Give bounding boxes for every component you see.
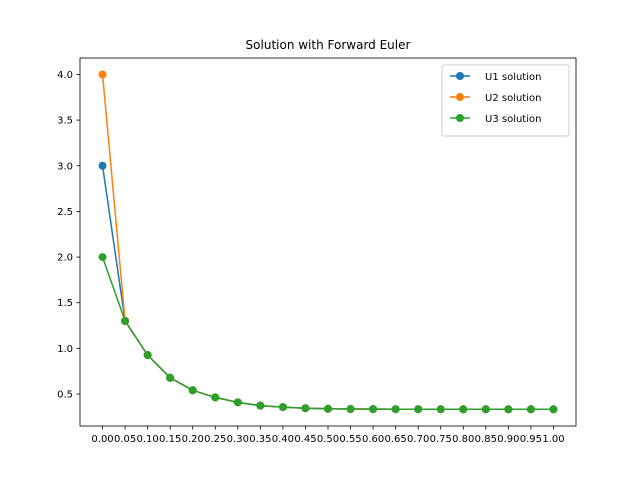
- legend-label: U1 solution: [485, 72, 541, 83]
- x-tick-label: 0.90: [497, 434, 519, 445]
- x-tick-label: 0.15: [159, 434, 181, 445]
- data-point: [391, 405, 400, 414]
- legend: U1 solution U2 solution U3 solution: [441, 64, 570, 137]
- data-point: [256, 401, 265, 410]
- x-tick-label: 0.35: [249, 434, 271, 445]
- y-tick-label: 4.0: [57, 70, 73, 81]
- y-tick-label: 2.0: [57, 253, 73, 264]
- x-tick-label: 0.05: [114, 434, 136, 445]
- axes: 0.00 0.05 0.10 0.15 0.20 0.25 0.30 0.35 0.40 0.45…: [57, 57, 577, 445]
- x-tick-label: 0.85: [475, 434, 497, 445]
- data-point: [98, 253, 107, 262]
- y-tick-label: 2.5: [57, 207, 73, 218]
- plot-area: [98, 70, 558, 414]
- x-tick-label: 0.75: [430, 434, 452, 445]
- x-tick-label: 0.55: [339, 434, 361, 445]
- x-tick-label: 0.10: [137, 434, 159, 445]
- data-point: [278, 403, 287, 412]
- x-tick-label: 0.40: [272, 434, 294, 445]
- data-point: [504, 405, 513, 414]
- x-tick-label: 0.00: [91, 434, 113, 445]
- data-point: [98, 70, 107, 79]
- chart-title: Solution with Forward Euler: [246, 38, 411, 52]
- data-point: [459, 405, 468, 414]
- data-point: [121, 316, 130, 325]
- data-point: [526, 405, 535, 414]
- y-axis-ticks: 0.5 1.0 1.5 2.0 2.5 3.0 3.5 4.0: [57, 70, 80, 401]
- data-point: [414, 405, 423, 414]
- y-tick-label: 1.5: [57, 298, 73, 309]
- data-point: [369, 405, 378, 414]
- data-point: [549, 405, 558, 414]
- data-point: [98, 161, 107, 170]
- legend-label: U2 solution: [485, 93, 541, 104]
- y-tick-label: 3.5: [57, 116, 73, 127]
- x-tick-label: 0.70: [407, 434, 429, 445]
- series-3: [98, 253, 558, 414]
- y-tick-label: 3.0: [57, 161, 73, 172]
- data-point: [188, 386, 197, 395]
- x-tick-label: 0.45: [294, 434, 316, 445]
- x-tick-label: 0.30: [227, 434, 249, 445]
- legend-entry: U1 solution: [450, 72, 541, 83]
- data-point: [301, 404, 310, 413]
- legend-label: U3 solution: [485, 114, 541, 125]
- data-point: [346, 405, 355, 414]
- data-point: [166, 373, 175, 382]
- x-tick-label: 0.95: [520, 434, 542, 445]
- x-tick-label: 0.65: [385, 434, 407, 445]
- y-tick-label: 1.0: [57, 344, 73, 355]
- data-point: [436, 405, 445, 414]
- data-point: [481, 405, 490, 414]
- x-tick-label: 0.20: [182, 434, 204, 445]
- data-point: [324, 404, 332, 413]
- x-tick-label: 0.80: [452, 434, 474, 445]
- data-point: [143, 351, 152, 360]
- x-tick-label: 0.50: [317, 434, 339, 445]
- legend-entry: U2 solution: [450, 93, 541, 104]
- x-tick-label: 0.60: [362, 434, 384, 445]
- data-point: [211, 393, 220, 402]
- data-point: [233, 398, 242, 407]
- legend-marker: [456, 72, 464, 80]
- legend-entry: U3 solution: [450, 114, 541, 125]
- legend-marker: [456, 93, 464, 101]
- x-tick-label: 0.25: [204, 434, 226, 445]
- legend-marker: [456, 114, 464, 122]
- x-tick-label: 1.00: [542, 434, 564, 445]
- x-axis-ticks: 0.00 0.05 0.10 0.15 0.20 0.25 0.30 0.35 0.40 0.45…: [91, 426, 565, 445]
- y-tick-label: 0.5: [57, 390, 73, 401]
- legend-box: [441, 64, 570, 137]
